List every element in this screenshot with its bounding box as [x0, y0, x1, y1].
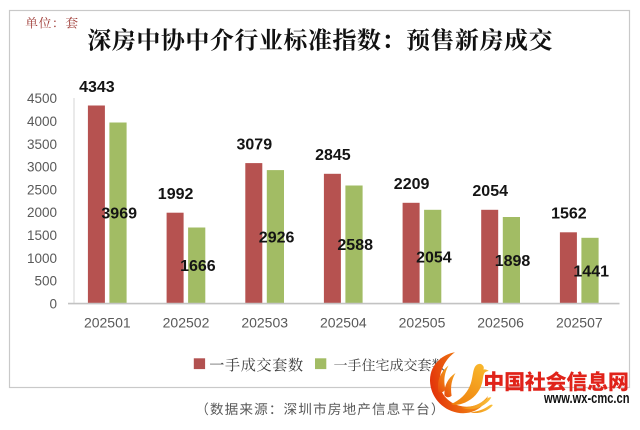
- svg-text:2588: 2588: [337, 237, 373, 254]
- svg-text:3000: 3000: [27, 160, 57, 175]
- svg-text:4343: 4343: [79, 79, 115, 96]
- svg-text:1500: 1500: [27, 228, 57, 243]
- svg-text:1000: 1000: [27, 251, 57, 266]
- svg-text:2209: 2209: [394, 176, 430, 193]
- svg-text:202502: 202502: [163, 315, 210, 331]
- svg-text:2054: 2054: [472, 183, 508, 200]
- svg-text:4500: 4500: [27, 91, 57, 106]
- svg-text:1992: 1992: [158, 186, 194, 203]
- svg-text:1666: 1666: [180, 258, 216, 275]
- svg-text:202506: 202506: [477, 315, 524, 331]
- svg-text:4000: 4000: [27, 114, 57, 129]
- svg-text:202505: 202505: [399, 315, 446, 331]
- svg-text:2926: 2926: [259, 230, 295, 247]
- svg-text:3079: 3079: [237, 137, 273, 154]
- svg-text:www.wx-cmc.cn: www.wx-cmc.cn: [543, 390, 629, 407]
- svg-text:202504: 202504: [320, 315, 367, 331]
- svg-text:1562: 1562: [551, 206, 587, 223]
- svg-text:3969: 3969: [101, 206, 137, 223]
- svg-text:2054: 2054: [416, 249, 452, 266]
- svg-text:2500: 2500: [27, 182, 57, 197]
- svg-text:2845: 2845: [315, 147, 351, 164]
- svg-text:1898: 1898: [495, 253, 531, 270]
- svg-text:1441: 1441: [573, 263, 609, 280]
- svg-text:0: 0: [49, 296, 57, 311]
- svg-text:3500: 3500: [27, 137, 57, 152]
- svg-text:2000: 2000: [27, 205, 57, 220]
- svg-text:202503: 202503: [241, 315, 288, 331]
- svg-text:500: 500: [34, 274, 57, 289]
- svg-text:202507: 202507: [556, 315, 603, 331]
- svg-text:202501: 202501: [84, 315, 131, 331]
